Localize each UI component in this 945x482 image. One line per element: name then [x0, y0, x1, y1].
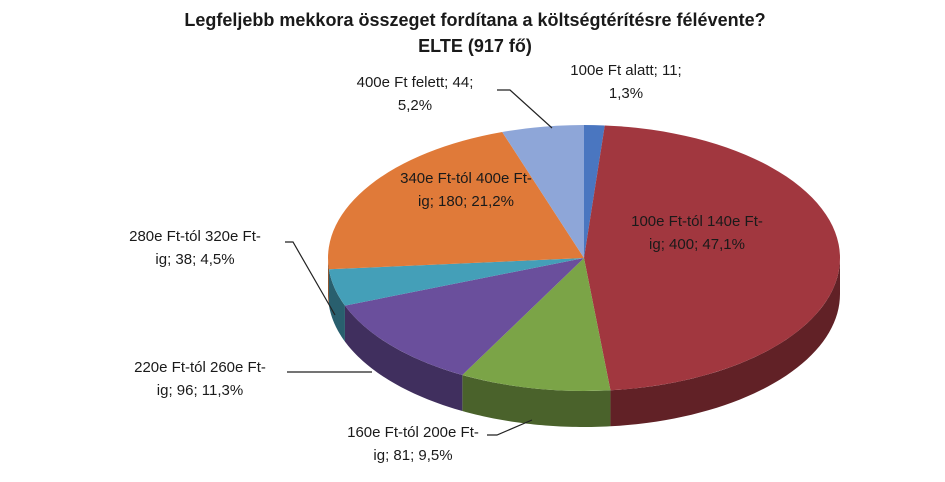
leader-line — [497, 89, 553, 129]
slice — [502, 125, 584, 258]
chart-title: Legfeljebb mekkora összeget fordítana a … — [184, 10, 765, 30]
data-label: 100e Ft alatt; 11; 1,3% — [570, 62, 681, 102]
slice-side — [328, 269, 345, 342]
data-label: 220e Ft-tól 260e Ft-ig; 96; 11,3% — [134, 359, 266, 399]
data-label-line: ig; 180; 21,2% — [418, 193, 514, 210]
data-label-line: 400e Ft felett; 44; — [357, 74, 474, 91]
data-label-line: 1,3% — [609, 85, 643, 102]
slice-side — [610, 258, 840, 427]
data-label-line: 160e Ft-tól 200e Ft- — [347, 424, 479, 441]
data-label: 280e Ft-tól 320e Ft-ig; 38; 4,5% — [129, 228, 261, 268]
slice — [584, 125, 605, 258]
data-label-line: 340e Ft-tól 400e Ft- — [400, 170, 532, 187]
leader-line — [487, 419, 533, 436]
slice-side — [328, 258, 329, 306]
data-label-line: ig; 400; 47,1% — [649, 236, 745, 253]
data-label: 100e Ft-tól 140e Ft-ig; 400; 47,1% — [631, 213, 763, 253]
data-label-line: ig; 81; 9,5% — [373, 447, 452, 464]
data-label: 400e Ft felett; 44; 5,2% — [357, 74, 474, 114]
slice-side — [344, 305, 463, 412]
data-label: 160e Ft-tól 200e Ft-ig; 81; 9,5% — [347, 424, 479, 464]
slice — [328, 131, 584, 270]
leader-line — [285, 241, 336, 316]
slice-side — [462, 375, 611, 427]
data-label-line: 100e Ft-tól 140e Ft- — [631, 213, 763, 230]
data-label-line: ig; 38; 4,5% — [155, 251, 234, 268]
slice — [462, 258, 611, 392]
data-label-line: 100e Ft alatt; 11; — [570, 62, 681, 79]
chart-subtitle: ELTE (917 fő) — [418, 36, 532, 56]
slice — [584, 125, 841, 391]
data-label-line: 220e Ft-tól 260e Ft- — [134, 359, 266, 376]
data-label-line: 5,2% — [398, 97, 432, 114]
data-label-line: 280e Ft-tól 320e Ft- — [129, 228, 261, 245]
data-label-line: ig; 96; 11,3% — [157, 382, 243, 399]
data-label: 340e Ft-tól 400e Ft-ig; 180; 21,2% — [400, 170, 532, 210]
slice — [328, 258, 584, 306]
leader-lines — [285, 89, 553, 436]
slice — [344, 258, 584, 376]
